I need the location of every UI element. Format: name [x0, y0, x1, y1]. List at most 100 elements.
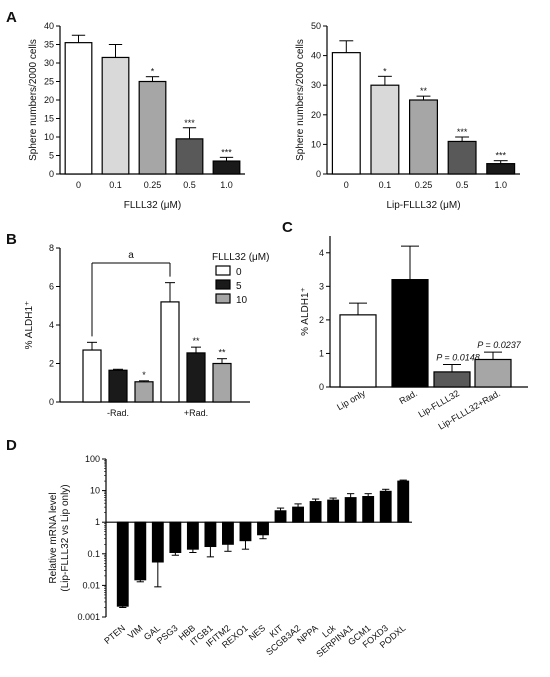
- aldh1-lip-y-tick-label: 3: [319, 281, 324, 291]
- aldh1-rad-x-tick-label: +Rad.: [184, 408, 208, 418]
- flll32-x-tick-label: 1.0: [220, 180, 233, 190]
- flll32-y-tick-label: 30: [44, 58, 54, 68]
- mrna-y-tick-label: 10: [90, 486, 100, 496]
- lip-flll32-bar: [486, 163, 516, 175]
- aldh1-lip-pvalue-label: P = 0.0237: [477, 340, 521, 350]
- lip-flll32-y-axis-title: Sphere numbers/2000 cells: [295, 39, 306, 161]
- aldh1-lip-y-tick-label: 2: [319, 315, 324, 325]
- legend-swatch: [215, 293, 231, 304]
- flll32-x-tick-label: 0.1: [109, 180, 122, 190]
- flll32-x-tick-label: 0.25: [144, 180, 162, 190]
- mrna-bar: [239, 521, 252, 542]
- flll32-y-tick-label: 20: [44, 95, 54, 105]
- lip-flll32-y-tick-label: 40: [311, 51, 321, 61]
- lip-flll32-significance-label: **: [420, 86, 428, 96]
- mrna-bar: [274, 510, 287, 523]
- legend-title: FLLL32 (μM): [212, 252, 269, 263]
- aldh1-rad-bar: [212, 362, 232, 403]
- mrna-y-tick-label: 0.1: [87, 549, 100, 559]
- lip-flll32-bar: [409, 99, 438, 175]
- aldh1-lip-y-tick-label: 4: [319, 248, 324, 258]
- aldh1-lip-y-tick-label: 1: [319, 348, 324, 358]
- mrna-bar: [397, 480, 410, 523]
- lip-flll32-x-axis-title: Lip-FLLL32 (μM): [386, 200, 460, 211]
- aldh1-rad-y-tick-label: 0: [49, 397, 54, 407]
- legend-label: 10: [236, 295, 248, 306]
- aldh1-lip-bar: [433, 371, 471, 388]
- flll32-significance-label: ***: [221, 147, 232, 157]
- panel-label-d: D: [6, 437, 17, 454]
- flll32-bar: [101, 56, 130, 175]
- lip-flll32-y-tick-label: 30: [311, 80, 321, 90]
- aldh1-rad-bar: [108, 369, 128, 403]
- mrna-bar: [327, 499, 340, 523]
- aldh1-rad-significance-label: **: [218, 348, 226, 358]
- flll32-y-tick-label: 25: [44, 77, 54, 87]
- aldh1-rad-y-tick-label: 2: [49, 359, 54, 369]
- flll32-y-tick-label: 15: [44, 114, 54, 124]
- aldh1-rad-bar: [160, 301, 180, 403]
- comparison-bracket-label: a: [128, 250, 134, 261]
- mrna-y-tick-label: 0.001: [77, 612, 100, 622]
- legend-label: 5: [236, 281, 242, 292]
- lip-flll32-x-tick-label: 1.0: [494, 180, 507, 190]
- mrna-y-axis-title: Relative mRNA level(Lip-FLLL32 vs Lip on…: [48, 484, 71, 591]
- mrna-bar: [151, 521, 164, 563]
- mrna-y-tick-label: 0.01: [82, 580, 100, 590]
- chart-sphere-flll32: 0 5 10 15 20 25 30 35 40 Sphere numbers/2000 cell…: [28, 21, 245, 211]
- aldh1-rad-y-tick-label: 6: [49, 282, 54, 292]
- lip-flll32-y-tick-label: 0: [316, 169, 321, 179]
- panel-label-b: B: [6, 231, 17, 248]
- flll32-x-axis-title: FLLL32 (μM): [124, 200, 181, 211]
- lip-flll32-significance-label: ***: [495, 151, 506, 161]
- lip-flll32-significance-label: ***: [457, 127, 468, 137]
- lip-flll32-bar: [370, 84, 400, 175]
- mrna-y-tick-label: 100: [85, 454, 100, 464]
- lip-flll32-significance-label: *: [383, 66, 387, 76]
- mrna-bar: [309, 501, 322, 523]
- aldh1-rad-x-tick-label: -Rad.: [107, 408, 129, 418]
- flll32-significance-label: *: [151, 67, 155, 77]
- lip-flll32-x-tick-label: 0.1: [379, 180, 392, 190]
- legend-label: 0: [236, 267, 242, 278]
- aldh1-rad-y-tick-label: 8: [49, 243, 54, 253]
- aldh1-lip-bar: [339, 314, 377, 388]
- aldh1-rad-bar: [134, 381, 154, 403]
- aldh1-rad-y-axis-title: % ALDH1⁺: [24, 301, 35, 350]
- flll32-y-tick-label: 5: [49, 151, 54, 161]
- flll32-bar: [64, 42, 93, 175]
- aldh1-lip-bar: [474, 358, 512, 388]
- aldh1-rad-y-tick-label: 4: [49, 320, 54, 330]
- flll32-x-tick-label: 0: [76, 180, 81, 190]
- mrna-bar: [116, 521, 129, 607]
- mrna-x-tick-label: PTEN: [102, 623, 127, 646]
- flll32-bar: [175, 138, 204, 175]
- mrna-bar: [222, 521, 234, 545]
- flll32-bar: [212, 160, 241, 175]
- lip-flll32-x-tick-label: 0.25: [415, 180, 433, 190]
- flll32-y-tick-label: 40: [44, 21, 54, 31]
- mrna-bar: [292, 506, 304, 523]
- aldh1-lip-x-tick-label: Rad.: [398, 388, 419, 406]
- panel-label-c: C: [282, 219, 293, 236]
- aldh1-lip-y-axis-title: % ALDH1⁺: [300, 287, 311, 336]
- lip-flll32-x-tick-label: 0: [344, 180, 349, 190]
- flll32-bar: [138, 80, 167, 175]
- chart-sphere-lip-flll32: 0 10 20 30 40 50 Sphere numbers/2000 cells 0 * 0.…: [295, 21, 520, 211]
- lip-flll32-y-tick-label: 50: [311, 21, 321, 31]
- chart-aldh1-radiation: 0 2 4 6 8 % ALDH1⁺ * -Rad. ** ** +Rad. a FLLL32 (μM)…: [24, 243, 269, 418]
- mrna-x-tick-label: VIM: [126, 623, 145, 641]
- mrna-bar: [204, 521, 217, 548]
- mrna-x-tick-label: NES: [247, 623, 268, 643]
- lip-flll32-bar: [331, 52, 361, 175]
- aldh1-rad-significance-label: *: [142, 370, 146, 380]
- flll32-y-tick-label: 0: [49, 169, 54, 179]
- aldh1-lip-y-tick-label: 0: [319, 382, 324, 392]
- mrna-bar: [257, 521, 269, 536]
- aldh1-rad-bar: [82, 349, 102, 403]
- mrna-bar: [134, 521, 147, 581]
- panel-label-a: A: [6, 9, 17, 26]
